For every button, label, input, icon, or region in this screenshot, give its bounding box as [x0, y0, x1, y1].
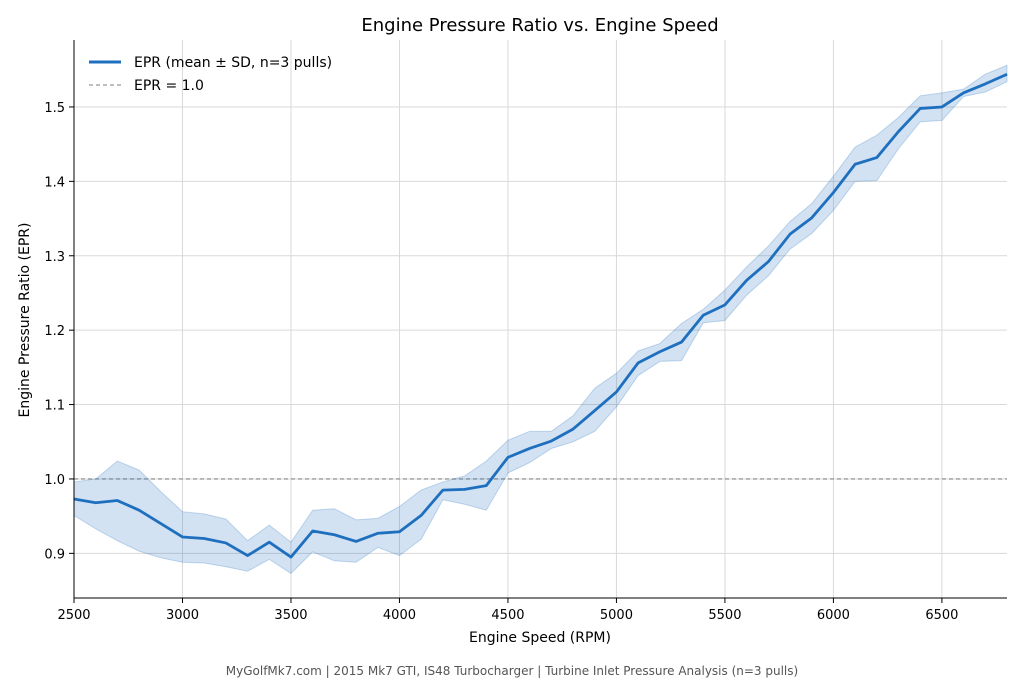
legend-label-reference: EPR = 1.0 [134, 78, 204, 94]
y-tick-label-1.5: 1.5 [44, 101, 65, 116]
x-tick-label-5500: 5500 [708, 608, 741, 623]
x-axis-label: Engine Speed (RPM) [469, 630, 611, 646]
y-axis-label: Engine Pressure Ratio (EPR) [17, 223, 33, 418]
y-ticks: 0.9 1.0 1.1 1.2 1.3 1.4 1.5 [44, 101, 74, 562]
sd-bands [73, 64, 1008, 575]
sd-band-series-0 [73, 64, 1008, 575]
legend-label-series: EPR (mean ± SD, n=3 pulls) [134, 55, 332, 71]
x-tick-label-3500: 3500 [274, 608, 307, 623]
x-tick-label-5000: 5000 [600, 608, 633, 623]
y-tick-label-0.9: 0.9 [44, 547, 65, 562]
y-tick-label-1.1: 1.1 [44, 399, 65, 414]
x-tick-label-3000: 3000 [166, 608, 199, 623]
footer-caption: MyGolfMk7.com | 2015 Mk7 GTI, IS48 Turbo… [225, 664, 799, 678]
x-tick-label-2500: 2500 [57, 608, 90, 623]
series-line-0 [73, 72, 1008, 559]
x-tick-label-6500: 6500 [925, 608, 958, 623]
y-tick-label-1.4: 1.4 [44, 175, 65, 190]
chart-title: Engine Pressure Ratio vs. Engine Speed [361, 15, 718, 36]
x-tick-label-6000: 6000 [817, 608, 850, 623]
x-tick-label-4500: 4500 [491, 608, 524, 623]
x-tick-label-4000: 4000 [383, 608, 416, 623]
x-ticks: 2500 3000 3500 4000 4500 5000 5500 6000 6500 [57, 598, 958, 623]
y-tick-label-1.3: 1.3 [44, 250, 65, 265]
axes [73, 40, 1007, 599]
y-tick-label-1.2: 1.2 [44, 324, 65, 339]
gridlines [73, 40, 1007, 598]
legend: EPR (mean ± SD, n=3 pulls) EPR = 1.0 [89, 55, 332, 94]
series-lines [73, 72, 1008, 559]
y-tick-label-1: 1.0 [44, 473, 65, 488]
